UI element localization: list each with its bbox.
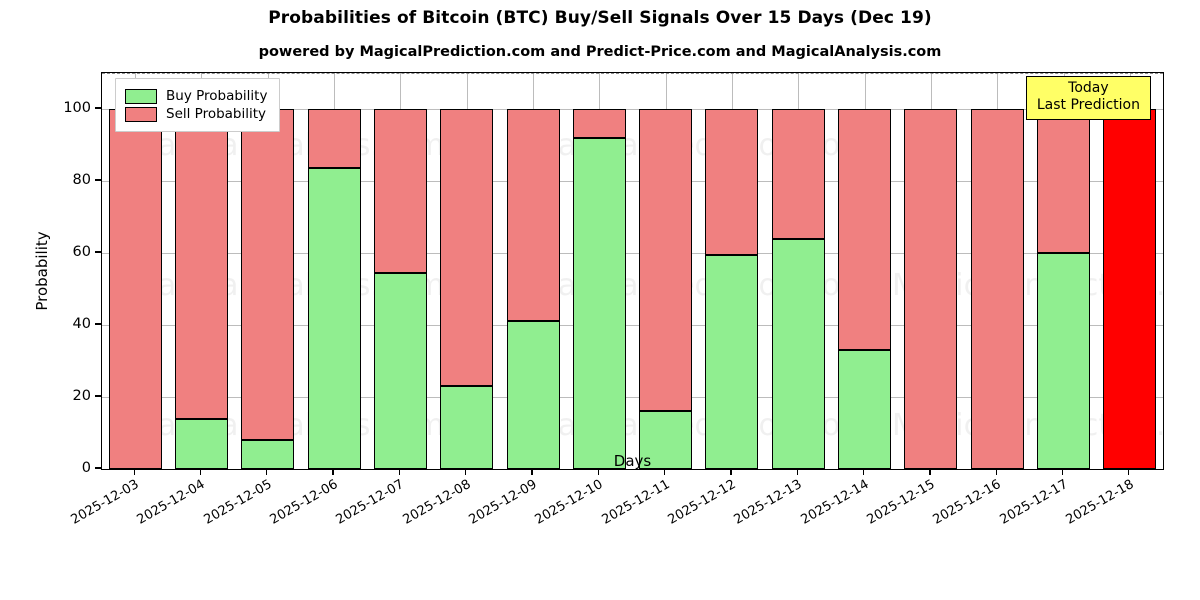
bar-group[interactable] xyxy=(705,73,759,469)
x-axis-tick xyxy=(597,469,599,476)
bar-segment-sell[interactable] xyxy=(241,109,295,441)
bar-segment-sell[interactable] xyxy=(705,109,759,255)
bar-group[interactable] xyxy=(838,73,892,469)
bar-segment-sell[interactable] xyxy=(838,109,892,351)
bar-segment-sell[interactable] xyxy=(904,109,958,469)
bar-group[interactable] xyxy=(241,73,295,469)
bar-segment-sell[interactable] xyxy=(174,109,228,419)
y-axis-tick-label: 20 xyxy=(72,388,91,404)
x-axis-title: Days xyxy=(613,452,652,470)
dashed-reference-line xyxy=(102,73,1163,74)
bar-group[interactable] xyxy=(307,73,361,469)
y-axis-tick xyxy=(95,467,101,469)
legend-label-sell: Sell Probability xyxy=(166,106,267,122)
chart-legend: Buy Probability Sell Probability xyxy=(115,78,281,132)
bar-segment-sell[interactable] xyxy=(639,109,693,412)
bar-segment-sell[interactable] xyxy=(970,109,1024,469)
legend-item-buy[interactable]: Buy Probability xyxy=(125,88,267,104)
y-axis-tick-label: 40 xyxy=(72,316,91,332)
today-annotation-line1: Today xyxy=(1068,80,1109,96)
bar-segment-sell[interactable] xyxy=(506,109,560,322)
bar-group[interactable] xyxy=(904,73,958,469)
bar-segment-buy[interactable] xyxy=(506,321,560,469)
y-axis-tick xyxy=(95,107,101,109)
today-annotation: Today Last Prediction xyxy=(1025,76,1151,120)
chart-subtitle: powered by MagicalPrediction.com and Pre… xyxy=(258,44,942,60)
x-axis-tick xyxy=(664,469,666,476)
bar-segment-sell[interactable] xyxy=(1037,109,1091,253)
x-axis-tick xyxy=(465,469,467,476)
y-axis-tick-label: 80 xyxy=(72,172,91,188)
bar-group[interactable] xyxy=(1037,73,1091,469)
legend-swatch-buy xyxy=(125,88,157,104)
y-axis-tick-label: 60 xyxy=(72,244,91,260)
gridline-horizontal xyxy=(102,325,1163,326)
y-axis-tick-label: 100 xyxy=(63,100,91,116)
x-axis-tick xyxy=(266,469,268,476)
bar-segment-buy[interactable] xyxy=(705,254,759,469)
x-axis-tick xyxy=(531,469,533,476)
bar-segment-buy[interactable] xyxy=(241,440,295,469)
y-axis-tick xyxy=(95,179,101,181)
bar-segment-sell[interactable] xyxy=(373,109,427,273)
x-axis-tick xyxy=(1128,469,1130,476)
legend-swatch-sell xyxy=(125,106,157,122)
gridline-horizontal xyxy=(102,109,1163,110)
bar-segment-sell[interactable] xyxy=(108,109,162,469)
bar-group[interactable] xyxy=(639,73,693,469)
y-axis-tick xyxy=(95,323,101,325)
x-axis-tick xyxy=(796,469,798,476)
bar-segment-sell[interactable] xyxy=(572,109,626,138)
x-axis-tick xyxy=(398,469,401,476)
y-axis-tick-label: 0 xyxy=(81,460,91,476)
bar-segment-buy[interactable] xyxy=(572,137,626,469)
bar-group[interactable] xyxy=(108,73,162,469)
x-axis-tick xyxy=(199,469,202,476)
bar-group[interactable] xyxy=(373,73,427,469)
bar-segment-buy[interactable] xyxy=(307,168,361,469)
x-axis-tick xyxy=(730,469,732,476)
legend-item-sell[interactable]: Sell Probability xyxy=(125,106,267,122)
bar-group[interactable] xyxy=(506,73,560,469)
gridline-horizontal xyxy=(102,181,1163,182)
x-axis-tick xyxy=(862,469,865,476)
bar-group[interactable] xyxy=(970,73,1024,469)
bar-group[interactable] xyxy=(1103,73,1157,469)
x-axis-tick xyxy=(929,469,931,476)
chart-title: Probabilities of Bitcoin (BTC) Buy/Sell … xyxy=(268,8,932,28)
y-axis-tick xyxy=(95,251,101,253)
bar-group[interactable] xyxy=(174,73,228,469)
bar-segment-buy[interactable] xyxy=(838,350,892,469)
bar-segment-buy[interactable] xyxy=(639,411,693,469)
bar-group[interactable] xyxy=(440,73,494,469)
x-axis-tick xyxy=(332,469,334,476)
bar-group[interactable] xyxy=(572,73,626,469)
bar-segment-buy[interactable] xyxy=(771,238,825,469)
plot-area: MagicalAnalysis.comMagicalPrediction.com… xyxy=(33,72,1164,470)
y-axis-tick xyxy=(95,395,101,397)
today-annotation-line2: Last Prediction xyxy=(1036,96,1140,113)
bar-group[interactable] xyxy=(771,73,825,469)
bar-segment-buy[interactable] xyxy=(440,386,494,469)
x-axis-tick xyxy=(1061,469,1064,476)
gridline-horizontal xyxy=(102,397,1163,398)
x-axis-tick xyxy=(995,469,997,476)
bar-segment-sell[interactable] xyxy=(440,109,494,387)
x-axis-tick xyxy=(133,469,135,476)
bar-segment-sell[interactable] xyxy=(771,109,825,239)
plot-inner: MagicalAnalysis.comMagicalPrediction.com… xyxy=(102,73,1163,469)
bar-segment-buy[interactable] xyxy=(174,418,228,469)
bar-segment-buy[interactable] xyxy=(1037,253,1091,469)
gridline-horizontal xyxy=(102,253,1163,254)
bar-segment-sell[interactable] xyxy=(307,109,361,169)
legend-label-buy: Buy Probability xyxy=(166,88,268,104)
bar-segment-today[interactable] xyxy=(1103,109,1157,469)
bar-segment-buy[interactable] xyxy=(373,272,427,469)
